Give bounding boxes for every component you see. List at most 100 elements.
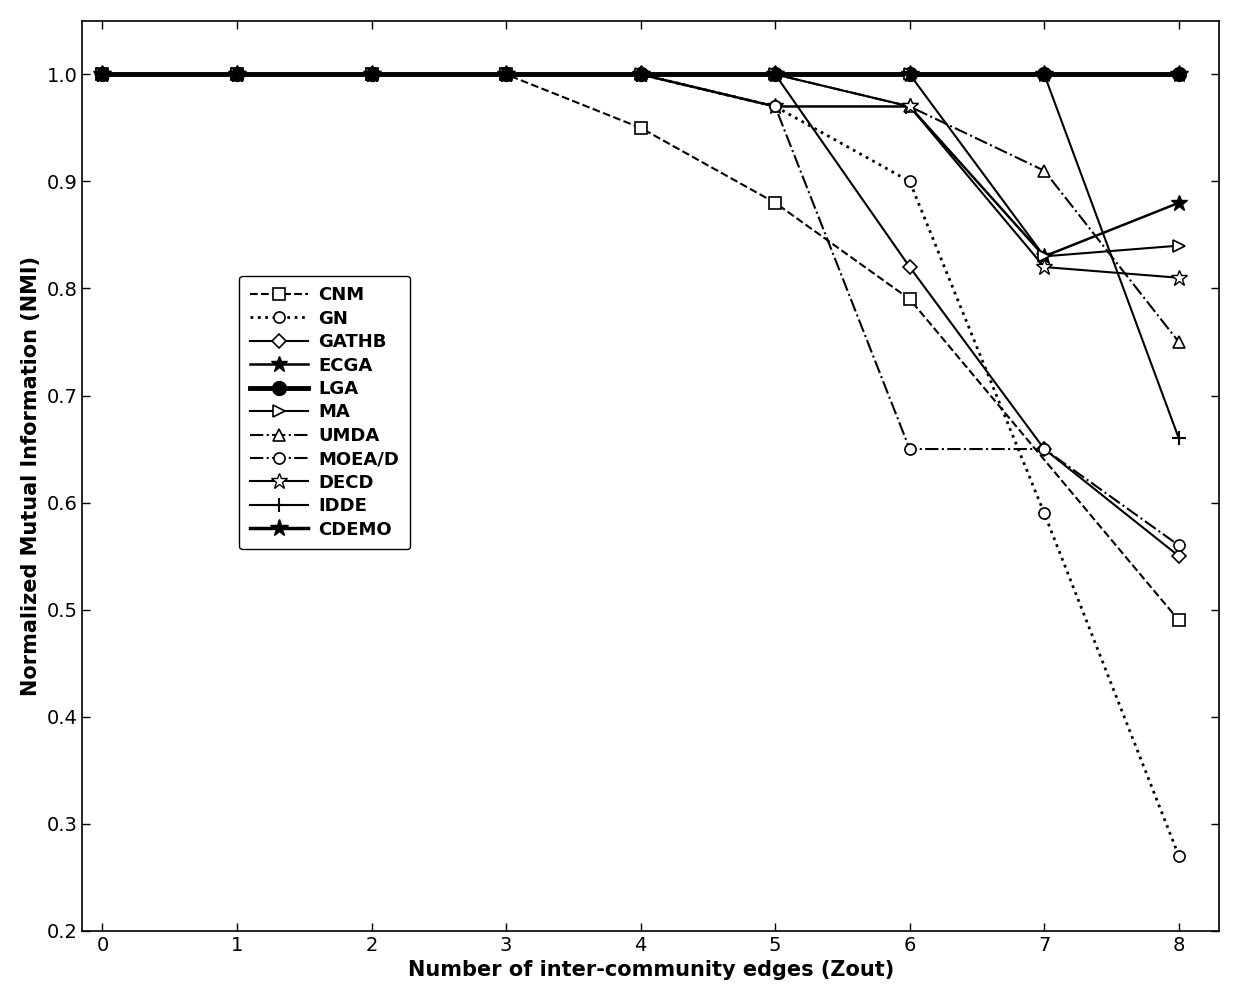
UMDA [365,68,379,80]
GN [498,68,513,80]
LGA [768,68,782,80]
UMDA [768,68,782,80]
LGA [1037,68,1052,80]
IDDE [365,68,379,80]
GN [365,68,379,80]
MA [1172,239,1187,251]
ECGA [229,68,244,80]
Line: GN: GN [97,69,1184,862]
MOEA/D [229,68,244,80]
LGA [365,68,379,80]
DECD [1037,261,1052,273]
Line: LGA: LGA [95,67,1185,81]
UMDA [1172,336,1187,348]
CDEMO [95,68,110,80]
IDDE [498,68,513,80]
LGA [95,68,110,80]
MOEA/D [365,68,379,80]
Line: ECGA: ECGA [94,66,1187,264]
ECGA [1172,197,1187,209]
MOEA/D [1037,443,1052,455]
UMDA [95,68,110,80]
CNM [498,68,513,80]
CNM [95,68,110,80]
GN [903,175,918,187]
DECD [498,68,513,80]
GN [1037,508,1052,520]
MOEA/D [1172,540,1187,552]
LGA [903,68,918,80]
CNM [768,197,782,209]
CDEMO [634,68,649,80]
CDEMO [768,68,782,80]
MOEA/D [634,68,649,80]
CDEMO [1037,68,1052,80]
GN [95,68,110,80]
UMDA [1037,165,1052,177]
GATHB [634,68,649,80]
IDDE [229,68,244,80]
LGA [1172,68,1187,80]
GATHB [229,68,244,80]
Line: IDDE: IDDE [95,67,1185,445]
Line: CNM: CNM [97,69,1184,626]
Line: UMDA: UMDA [97,68,1185,348]
CDEMO [903,68,918,80]
ECGA [634,68,649,80]
IDDE [95,68,110,80]
MOEA/D [498,68,513,80]
MA [903,68,918,80]
ECGA [498,68,513,80]
Y-axis label: Normalized Mutual Information (NMI): Normalized Mutual Information (NMI) [21,256,41,696]
CNM [634,122,649,134]
Line: MOEA/D: MOEA/D [97,69,1184,551]
IDDE [1172,432,1187,444]
GATHB [365,68,379,80]
MOEA/D [903,443,918,455]
GATHB [903,261,918,273]
MA [1037,250,1052,262]
GN [768,100,782,112]
CDEMO [365,68,379,80]
ECGA [1037,250,1052,262]
MOEA/D [768,100,782,112]
CNM [1172,615,1187,627]
MA [634,68,649,80]
DECD [768,68,782,80]
MA [365,68,379,80]
UMDA [498,68,513,80]
MA [229,68,244,80]
DECD [229,68,244,80]
GATHB [95,68,110,80]
GN [229,68,244,80]
CDEMO [1172,68,1187,80]
UMDA [903,100,918,112]
Line: MA: MA [97,69,1184,262]
ECGA [95,68,110,80]
GN [634,68,649,80]
GATHB [1172,551,1187,563]
UMDA [229,68,244,80]
UMDA [634,68,649,80]
IDDE [1037,68,1052,80]
Line: DECD: DECD [94,66,1187,286]
X-axis label: Number of inter-community edges (Zout): Number of inter-community edges (Zout) [408,960,894,980]
DECD [903,100,918,112]
CDEMO [229,68,244,80]
CNM [365,68,379,80]
LGA [634,68,649,80]
CNM [903,293,918,305]
DECD [95,68,110,80]
IDDE [903,68,918,80]
ECGA [768,100,782,112]
ECGA [903,100,918,112]
LGA [229,68,244,80]
MA [498,68,513,80]
GATHB [768,68,782,80]
DECD [365,68,379,80]
MA [95,68,110,80]
GN [1172,850,1187,862]
MOEA/D [95,68,110,80]
Line: GATHB: GATHB [98,69,1184,561]
GATHB [498,68,513,80]
